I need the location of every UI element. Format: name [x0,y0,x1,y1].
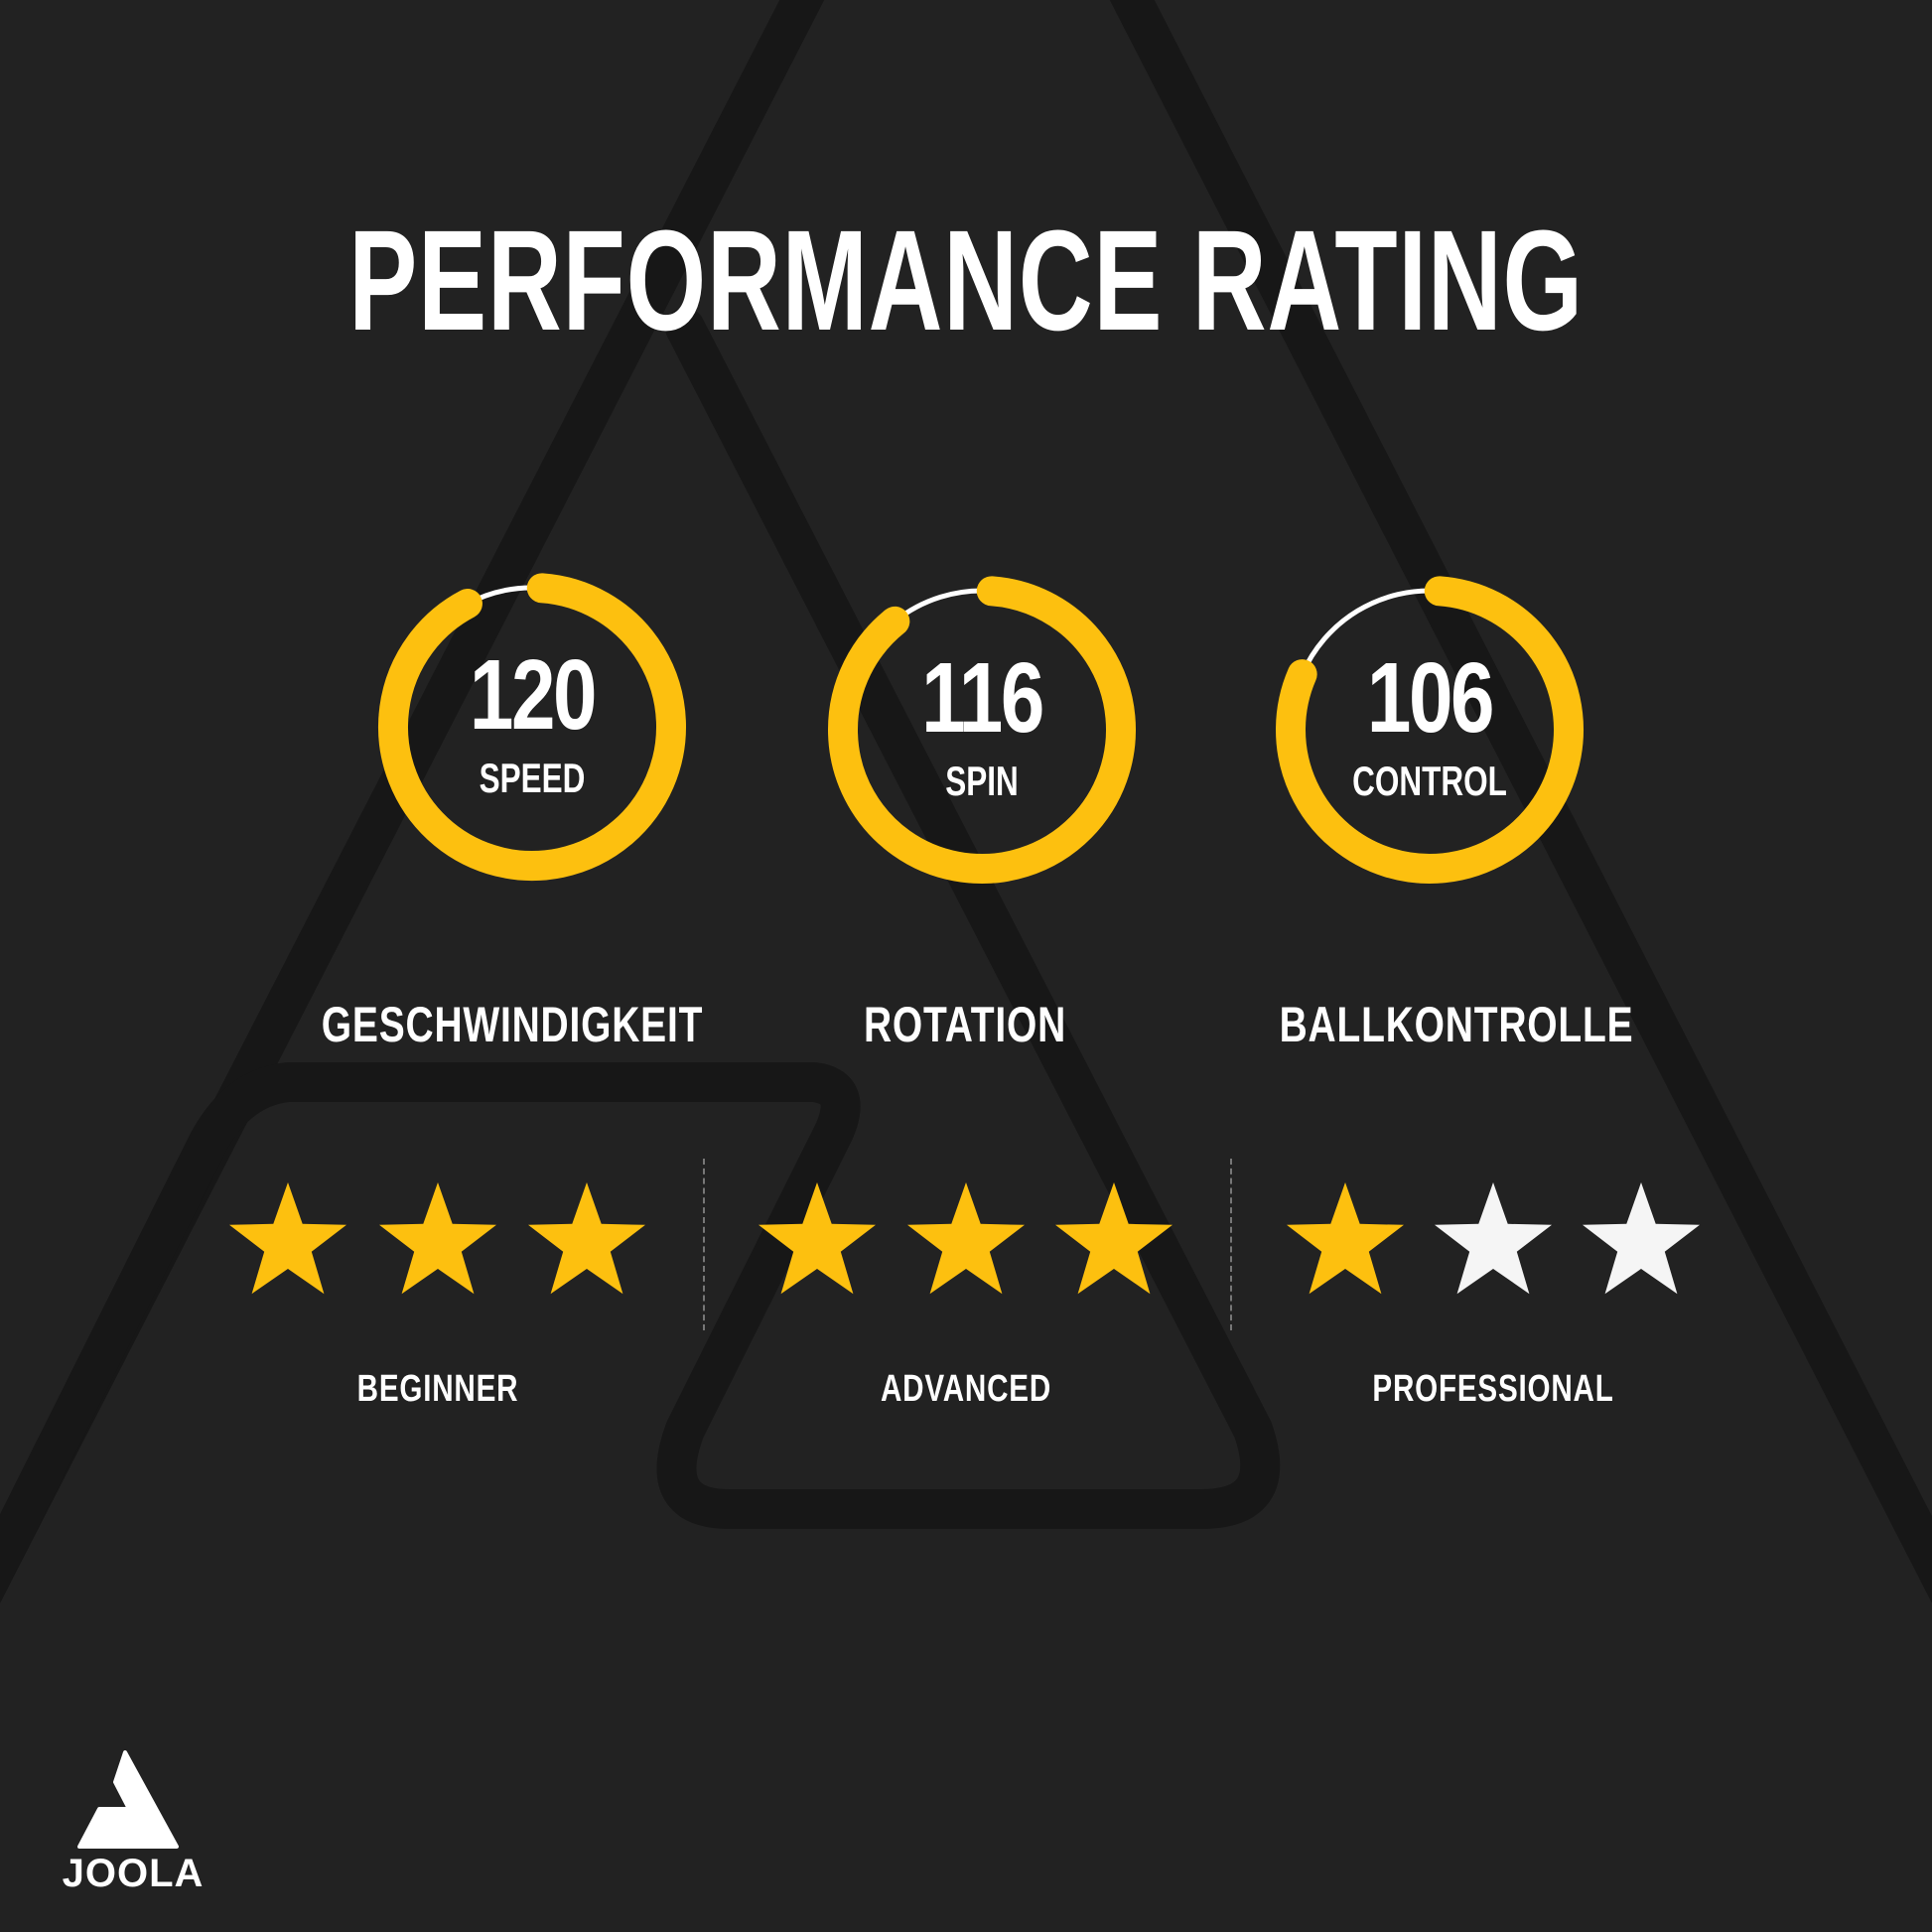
page-title: PERFORMANCE RATING [348,201,1584,360]
level-beginner: BEGINNER [356,1368,519,1410]
gauge-remaining-arc [893,588,992,623]
star-filled-icon [528,1182,645,1295]
gauge-progress-arc [1276,576,1584,884]
gauge-speed: 120 SPEED [373,568,691,886]
star-filled-icon [379,1182,496,1295]
gauge-remaining-arc [1300,588,1440,676]
level-advanced: ADVANCED [880,1368,1052,1410]
logo-text: JOOLA [63,1852,205,1891]
gauge-value: 120 [469,639,598,751]
level-professional: PROFESSIONAL [1372,1368,1614,1410]
gauge-ring [1276,576,1584,884]
gauge-label: SPIN [945,758,1019,804]
category-speed: GESCHWINDIGKEIT [321,997,704,1052]
gauge-control: 106 CONTROL [1271,571,1588,889]
star-filled-icon [907,1182,1025,1295]
gauge-value: 106 [1366,642,1495,754]
gauge-progress-arc [828,576,1136,884]
category-control: BALLKONTROLLE [1279,997,1634,1052]
gauge-spin: 116 SPIN [823,571,1141,889]
star-filled-icon [759,1182,876,1295]
divider [703,1159,705,1330]
star-filled-icon [1055,1182,1173,1295]
gauge-label: CONTROL [1352,758,1507,804]
star-empty-icon [1583,1182,1700,1295]
gauge-value: 116 [921,642,1044,754]
star-empty-icon [1435,1182,1552,1295]
star-filled-icon [1287,1182,1404,1295]
gauge-ring [378,573,686,881]
joola-logo: JOOLA [63,1750,205,1891]
divider [1230,1159,1232,1330]
category-spin: ROTATION [863,997,1067,1052]
gauge-label: SPEED [479,755,586,801]
gauge-progress-arc [378,573,686,881]
star-filled-icon [229,1182,346,1295]
gauge-ring [828,576,1136,884]
